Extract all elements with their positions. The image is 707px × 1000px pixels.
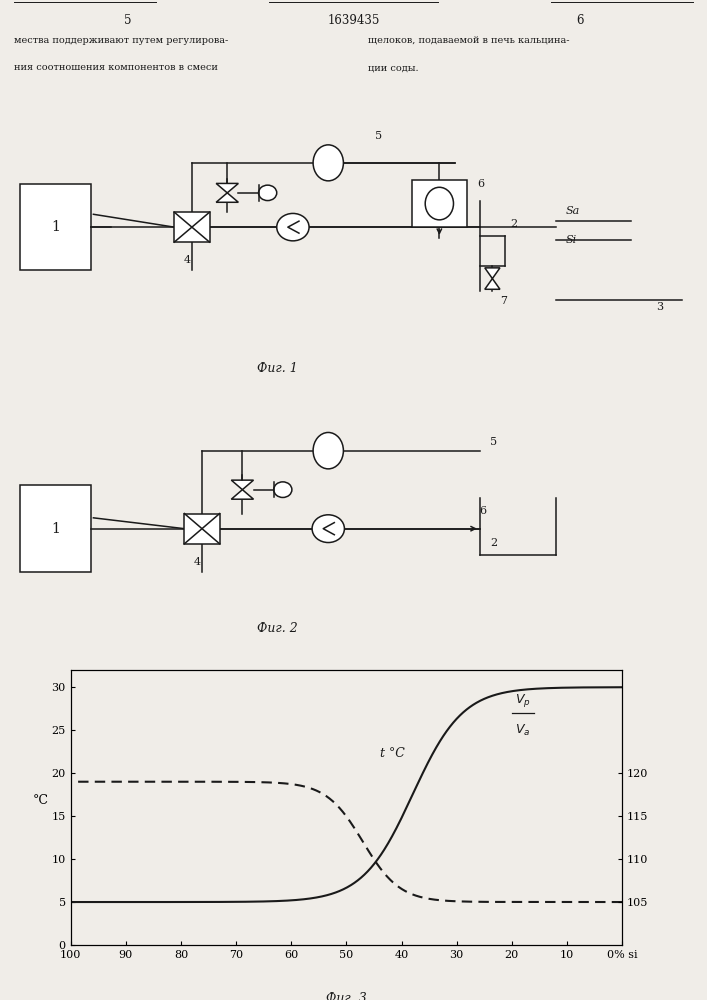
Text: 1639435: 1639435: [327, 13, 380, 26]
Text: ции соды.: ции соды.: [368, 63, 419, 72]
Circle shape: [274, 482, 292, 497]
Polygon shape: [485, 268, 500, 279]
Text: 1: 1: [51, 522, 60, 536]
Text: 4: 4: [183, 255, 190, 265]
Text: 2: 2: [490, 538, 497, 548]
Circle shape: [259, 185, 276, 201]
Text: мества поддерживают путем регулирова-: мества поддерживают путем регулирова-: [14, 36, 228, 45]
Text: 4: 4: [194, 557, 201, 567]
Bar: [411, 180, 467, 227]
Text: 1: 1: [51, 220, 60, 234]
Y-axis label: °C: °C: [33, 794, 49, 808]
Bar: [185, 514, 220, 544]
Polygon shape: [231, 480, 254, 490]
Ellipse shape: [313, 432, 344, 469]
Text: $V_p$: $V_p$: [515, 692, 531, 709]
Bar: [21, 184, 91, 270]
Text: t °C: t °C: [380, 747, 404, 760]
Text: 2: 2: [510, 219, 518, 229]
Bar: [174, 212, 209, 242]
Text: 5: 5: [124, 13, 131, 26]
Text: 5: 5: [490, 437, 497, 447]
Polygon shape: [216, 193, 238, 202]
Bar: [21, 485, 91, 572]
Circle shape: [276, 213, 309, 241]
Ellipse shape: [425, 187, 453, 220]
Text: щелоков, подаваемой в печь кальцина-: щелоков, подаваемой в печь кальцина-: [368, 36, 569, 45]
Ellipse shape: [313, 145, 344, 181]
Text: 6: 6: [480, 506, 487, 516]
Polygon shape: [231, 490, 254, 499]
Text: Фиг. 3: Фиг. 3: [326, 992, 367, 1000]
Text: 6: 6: [576, 13, 583, 26]
Text: Фиг. 1: Фиг. 1: [257, 362, 298, 375]
Text: ния соотношения компонентов в смеси: ния соотношения компонентов в смеси: [14, 63, 218, 72]
Circle shape: [312, 515, 344, 543]
Text: 5: 5: [375, 131, 382, 141]
Text: 7: 7: [500, 296, 507, 306]
Text: 3: 3: [657, 302, 664, 312]
Polygon shape: [216, 183, 238, 193]
Polygon shape: [485, 279, 500, 289]
Text: $V_a$: $V_a$: [515, 723, 530, 738]
Text: 6: 6: [477, 179, 484, 189]
Text: Фиг. 2: Фиг. 2: [257, 622, 298, 635]
Text: Si: Si: [566, 235, 577, 245]
Text: Sa: Sa: [566, 206, 580, 216]
